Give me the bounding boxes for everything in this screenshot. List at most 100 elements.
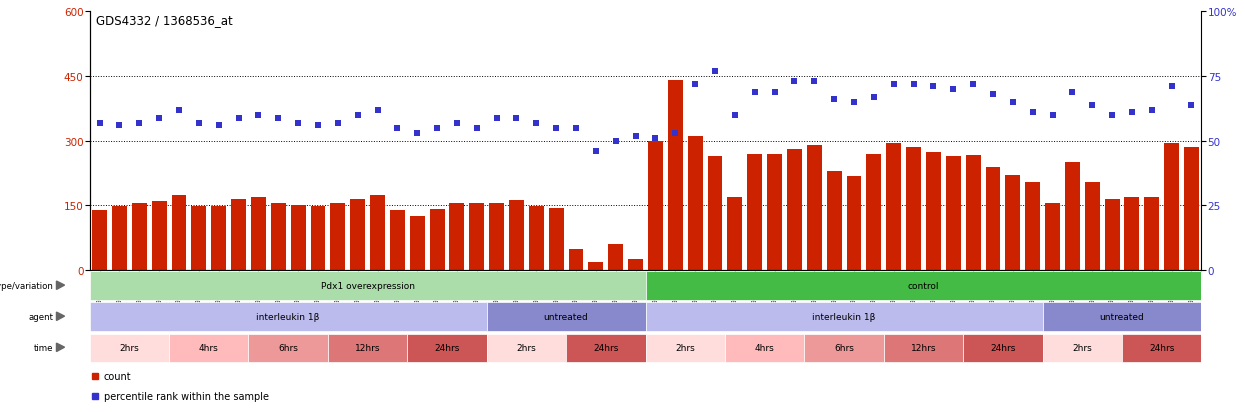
Bar	[232, 199, 247, 271]
Bar	[430, 209, 444, 271]
Point	[1042, 112, 1062, 119]
Point	[984, 92, 1003, 98]
Bar	[867, 154, 881, 271]
Bar	[172, 195, 187, 271]
Bar	[1006, 176, 1020, 271]
Bar	[1084, 182, 1099, 271]
Bar	[529, 207, 544, 271]
Point	[784, 79, 804, 85]
Bar	[212, 207, 227, 271]
Point	[904, 81, 924, 88]
Point	[864, 94, 884, 101]
Point	[487, 115, 507, 121]
Bar	[152, 202, 167, 271]
Bar	[884, 334, 964, 362]
Bar	[169, 334, 249, 362]
Bar	[1064, 163, 1079, 271]
Text: 24hrs: 24hrs	[435, 344, 459, 352]
Point	[189, 120, 209, 127]
Bar	[986, 167, 1001, 271]
Point	[1003, 100, 1023, 106]
Point	[547, 125, 566, 132]
Bar	[645, 303, 1042, 331]
Text: 12hrs: 12hrs	[355, 344, 380, 352]
Text: control: control	[908, 282, 939, 290]
Bar	[1042, 303, 1201, 331]
Bar	[487, 334, 566, 362]
Point	[1182, 102, 1201, 109]
Point	[527, 120, 547, 127]
Bar	[410, 217, 425, 271]
Point	[944, 87, 964, 93]
Point	[685, 81, 705, 88]
Point	[249, 112, 269, 119]
Point	[507, 115, 527, 121]
Bar	[645, 334, 725, 362]
Text: GDS4332 / 1368536_at: GDS4332 / 1368536_at	[96, 14, 233, 27]
Point	[209, 123, 229, 129]
Bar	[1164, 144, 1179, 271]
Point	[407, 131, 427, 137]
Point	[924, 84, 944, 90]
Text: agent: agent	[29, 312, 54, 321]
Point	[804, 79, 824, 85]
Bar	[747, 154, 762, 271]
Bar	[327, 334, 407, 362]
Point	[725, 112, 745, 119]
Point	[427, 125, 447, 132]
Bar	[827, 171, 842, 271]
Point	[844, 100, 864, 106]
Bar	[112, 207, 127, 271]
Bar	[589, 263, 604, 271]
Bar	[549, 208, 564, 271]
Bar	[489, 204, 504, 271]
Bar	[251, 197, 266, 271]
Text: 24hrs: 24hrs	[990, 344, 1016, 352]
Bar	[569, 249, 584, 271]
Bar	[926, 152, 941, 271]
Bar	[390, 210, 405, 271]
Bar	[449, 204, 464, 271]
Text: time: time	[35, 343, 54, 352]
Bar	[92, 210, 107, 271]
Point	[169, 107, 189, 114]
Point	[1142, 107, 1162, 114]
Point	[645, 135, 665, 142]
Bar	[1124, 197, 1139, 271]
Bar	[767, 154, 782, 271]
Point	[387, 125, 407, 132]
Point	[1102, 112, 1122, 119]
Bar	[350, 199, 365, 271]
Text: 24hrs: 24hrs	[1149, 344, 1174, 352]
Point	[1162, 84, 1182, 90]
Bar	[886, 144, 901, 271]
Bar	[1144, 197, 1159, 271]
Text: 24hrs: 24hrs	[593, 344, 619, 352]
Bar	[469, 204, 484, 271]
Point	[327, 120, 347, 127]
Bar	[509, 201, 524, 271]
Point	[229, 115, 249, 121]
Point	[149, 115, 169, 121]
Point	[447, 120, 467, 127]
Point	[367, 107, 387, 114]
Text: 6hrs: 6hrs	[834, 344, 854, 352]
Text: interleukin 1β: interleukin 1β	[256, 313, 320, 321]
Point	[1122, 110, 1142, 116]
Text: 2hrs: 2hrs	[120, 344, 139, 352]
Bar	[192, 207, 207, 271]
Bar	[310, 207, 325, 271]
Text: untreated: untreated	[1099, 313, 1144, 321]
Text: genotype/variation: genotype/variation	[0, 281, 54, 290]
Point	[1082, 102, 1102, 109]
Polygon shape	[56, 312, 65, 320]
Point	[824, 97, 844, 104]
Bar	[707, 157, 722, 271]
Text: interleukin 1β: interleukin 1β	[813, 313, 875, 321]
Bar	[807, 146, 822, 271]
Bar	[90, 334, 169, 362]
Bar	[804, 334, 884, 362]
Bar	[667, 81, 682, 271]
Text: 2hrs: 2hrs	[517, 344, 537, 352]
Bar	[407, 334, 487, 362]
